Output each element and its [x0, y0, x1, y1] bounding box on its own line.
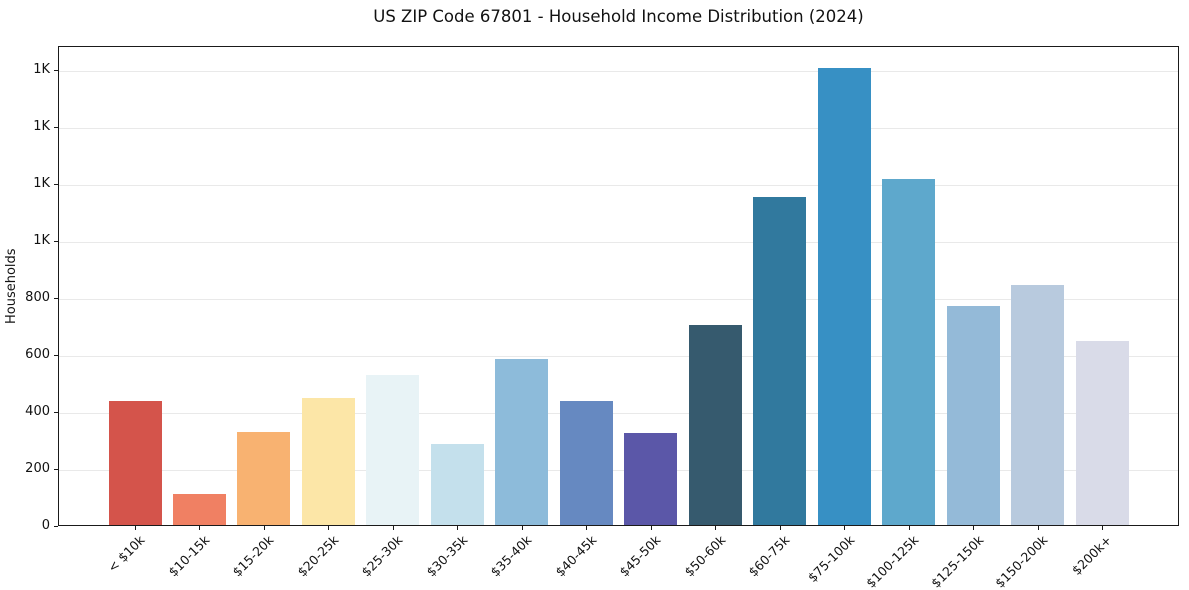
x-tick-mark: [715, 526, 717, 530]
bar: [172, 494, 226, 525]
y-tick-mark: [54, 241, 58, 243]
x-tick-mark: [650, 526, 652, 530]
y-tick-mark: [54, 184, 58, 186]
bar: [688, 325, 742, 525]
x-tick-label: $150-200k: [992, 532, 1051, 590]
x-tick-label: $25-30k: [358, 532, 406, 580]
x-tick-mark: [199, 526, 201, 530]
y-axis-label: Households: [4, 248, 19, 324]
x-tick-mark: [586, 526, 588, 530]
y-tick-label: 200: [25, 461, 50, 477]
y-tick-label: 1K: [33, 62, 50, 78]
x-tick-mark: [521, 526, 523, 530]
x-tick-label: $60-75k: [745, 532, 793, 580]
x-tick-mark: [135, 526, 136, 530]
x-tick-mark: [779, 526, 781, 530]
bar: [108, 401, 162, 525]
x-tick-label: $50-60k: [681, 532, 729, 580]
x-tick-mark: [1102, 526, 1103, 530]
x-tick-label: $125-150k: [927, 532, 986, 590]
bar: [882, 179, 936, 525]
bar: [366, 374, 420, 525]
x-tick-label: $20-25k: [294, 532, 342, 580]
x-tick-label: < $10k: [105, 532, 148, 576]
gridline: [59, 470, 1178, 472]
bar: [817, 67, 871, 525]
gridline: [59, 185, 1178, 187]
gridline: [59, 71, 1178, 73]
y-tick-label: 600: [25, 347, 50, 363]
x-tick-label: $15-20k: [229, 532, 277, 580]
bar: [430, 444, 484, 525]
y-tick-mark: [54, 298, 58, 300]
y-tick-label: 1K: [33, 119, 50, 135]
x-tick-mark: [844, 526, 846, 530]
x-tick-mark: [263, 526, 265, 530]
gridline: [59, 356, 1178, 358]
x-tick-label: $10-15k: [165, 532, 213, 580]
x-tick-label: $45-50k: [616, 532, 664, 580]
y-tick-mark: [54, 355, 58, 357]
bar: [946, 305, 1000, 525]
chart-title: US ZIP Code 67801 - Household Income Dis…: [373, 7, 864, 26]
x-tick-mark: [973, 526, 975, 530]
x-tick-mark: [392, 526, 394, 530]
bar: [624, 433, 678, 525]
x-tick-label: $30-35k: [423, 532, 471, 580]
bar: [1075, 340, 1129, 525]
bar: [1011, 284, 1065, 525]
plot-area: [58, 46, 1179, 526]
y-tick-label: 800: [25, 290, 50, 306]
x-tick-label: $40-45k: [552, 532, 600, 580]
gridline: [59, 242, 1178, 244]
x-tick-label: $75-100k: [804, 532, 858, 585]
x-tick-mark: [457, 526, 459, 530]
y-tick-mark: [54, 70, 58, 72]
gridline: [59, 128, 1178, 130]
bar: [237, 432, 291, 525]
x-tick-mark: [328, 526, 330, 530]
x-tick-label: $35-40k: [487, 532, 535, 580]
gridline: [59, 413, 1178, 415]
y-tick-label: 1K: [33, 233, 50, 249]
x-tick-label: $100-125k: [863, 532, 922, 590]
bar: [301, 397, 355, 525]
x-tick-mark: [1037, 526, 1039, 530]
bar: [753, 196, 807, 525]
y-tick-mark: [54, 127, 58, 129]
bar: [495, 358, 549, 525]
x-tick-mark: [908, 526, 910, 530]
y-tick-label: 0: [41, 518, 50, 533]
x-tick-label: $200k+: [1069, 532, 1115, 578]
gridline: [59, 299, 1178, 301]
y-tick-label: 1K: [33, 176, 50, 192]
y-tick-mark: [54, 412, 58, 414]
y-tick-mark: [54, 469, 58, 471]
y-tick-mark: [54, 526, 58, 527]
y-tick-label: 400: [25, 404, 50, 420]
bar: [559, 400, 613, 525]
